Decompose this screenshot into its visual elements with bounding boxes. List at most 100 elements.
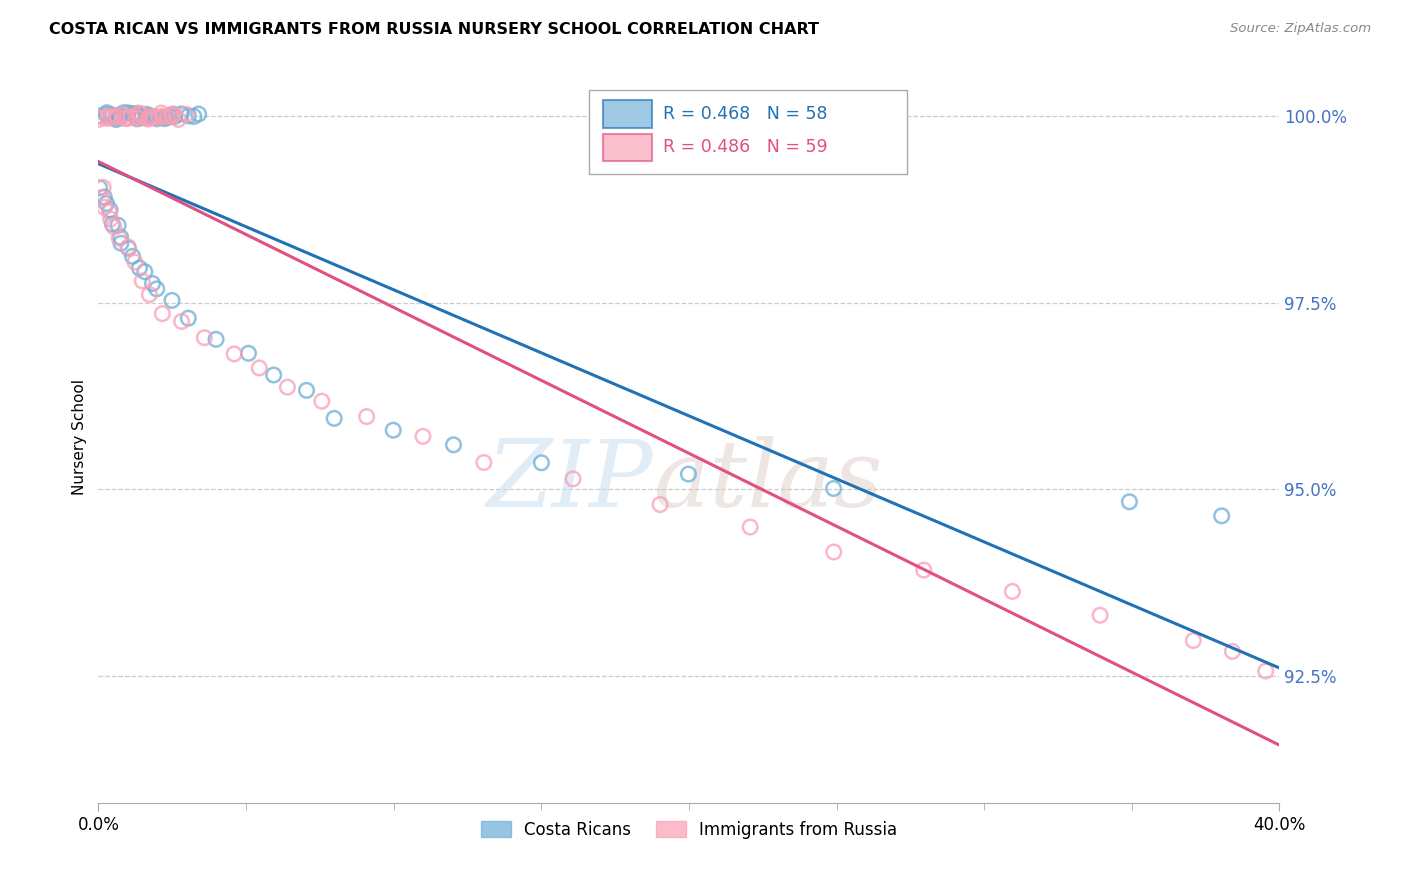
- Point: [356, 409, 378, 424]
- Point: [163, 110, 186, 124]
- Point: [136, 110, 159, 124]
- Text: ZIP: ZIP: [486, 436, 654, 526]
- Point: [1254, 664, 1277, 678]
- Point: [117, 105, 139, 120]
- Point: [162, 107, 184, 121]
- Point: [105, 109, 128, 123]
- Point: [134, 265, 156, 279]
- Point: [138, 287, 160, 301]
- Point: [97, 112, 120, 126]
- Text: R = 0.468   N = 58: R = 0.468 N = 58: [664, 104, 828, 123]
- Point: [160, 108, 183, 122]
- Point: [648, 498, 671, 512]
- Point: [443, 438, 465, 452]
- Point: [121, 106, 143, 120]
- Point: [152, 109, 174, 123]
- Point: [143, 110, 166, 124]
- Point: [146, 112, 169, 126]
- Point: [124, 110, 146, 124]
- Point: [159, 110, 181, 124]
- Point: [145, 282, 167, 296]
- Text: COSTA RICAN VS IMMIGRANTS FROM RUSSIA NURSERY SCHOOL CORRELATION CHART: COSTA RICAN VS IMMIGRANTS FROM RUSSIA NU…: [49, 22, 820, 37]
- Point: [155, 111, 177, 125]
- Point: [100, 108, 122, 122]
- Text: R = 0.486   N = 59: R = 0.486 N = 59: [664, 138, 828, 156]
- Point: [112, 105, 135, 120]
- Point: [89, 181, 111, 195]
- Point: [276, 380, 298, 394]
- Point: [87, 109, 110, 123]
- Point: [141, 109, 163, 123]
- Point: [93, 190, 115, 204]
- Point: [98, 202, 121, 217]
- Point: [562, 472, 585, 486]
- Point: [153, 112, 176, 126]
- Point: [238, 346, 260, 360]
- Point: [412, 429, 434, 443]
- Legend: Costa Ricans, Immigrants from Russia: Costa Ricans, Immigrants from Russia: [474, 814, 904, 846]
- Point: [177, 311, 200, 326]
- Point: [131, 111, 153, 125]
- Point: [124, 255, 146, 269]
- Point: [100, 212, 122, 227]
- Point: [382, 423, 405, 437]
- Point: [160, 293, 183, 308]
- Point: [120, 110, 142, 124]
- Point: [90, 190, 112, 204]
- Point: [187, 107, 209, 121]
- Point: [105, 111, 128, 125]
- Point: [1222, 644, 1244, 658]
- Point: [117, 240, 139, 254]
- Point: [823, 482, 845, 496]
- Point: [148, 111, 170, 125]
- Point: [103, 219, 125, 234]
- Point: [143, 111, 166, 125]
- Point: [205, 332, 228, 346]
- Point: [823, 545, 845, 559]
- Point: [193, 331, 215, 345]
- Point: [170, 314, 193, 328]
- Point: [167, 112, 190, 127]
- Point: [117, 241, 139, 255]
- Point: [311, 394, 333, 409]
- Point: [323, 411, 346, 425]
- Point: [141, 277, 163, 291]
- Point: [121, 249, 143, 263]
- Point: [247, 361, 270, 376]
- Point: [128, 112, 150, 126]
- Point: [110, 230, 132, 244]
- Point: [183, 110, 205, 124]
- Point: [101, 217, 124, 231]
- Point: [89, 112, 111, 127]
- Point: [150, 111, 173, 125]
- Point: [136, 112, 159, 126]
- Point: [156, 110, 179, 124]
- Point: [150, 106, 173, 120]
- Point: [1211, 508, 1233, 523]
- Bar: [603, 134, 652, 161]
- Point: [93, 200, 115, 214]
- Point: [127, 106, 149, 120]
- Point: [263, 368, 285, 382]
- Point: [135, 107, 157, 121]
- Point: [108, 231, 131, 245]
- Point: [678, 467, 700, 481]
- Point: [108, 111, 131, 125]
- Point: [115, 112, 138, 126]
- Point: [1001, 584, 1024, 599]
- Point: [150, 307, 173, 321]
- Point: [105, 112, 128, 127]
- Point: [472, 456, 495, 470]
- Point: [96, 196, 118, 211]
- Point: [295, 384, 318, 398]
- Point: [91, 180, 114, 194]
- FancyBboxPatch shape: [589, 90, 907, 174]
- Point: [162, 108, 184, 122]
- Point: [91, 110, 114, 124]
- Point: [98, 205, 121, 219]
- Point: [125, 106, 148, 120]
- Point: [97, 110, 120, 124]
- Point: [139, 110, 162, 124]
- Point: [105, 111, 128, 125]
- Point: [131, 274, 153, 288]
